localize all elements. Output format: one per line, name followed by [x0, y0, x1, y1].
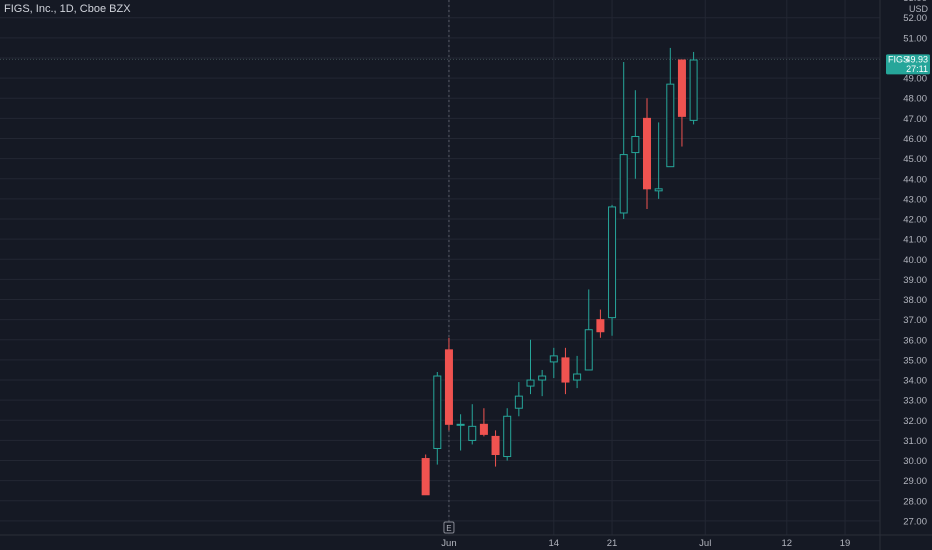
y-tick-label: 27.00 — [903, 516, 927, 527]
y-tick-label: 39.00 — [903, 275, 927, 286]
y-tick-label: 38.00 — [903, 295, 927, 306]
x-tick-label: 19 — [840, 538, 851, 549]
y-tick-label: 33.00 — [903, 396, 927, 407]
candle-body[interactable] — [643, 117, 651, 190]
y-tick-label: 43.00 — [903, 194, 927, 205]
candle-body[interactable] — [654, 188, 663, 192]
x-tick-label: Jul — [699, 538, 711, 549]
y-tick-label: 53.00 — [903, 0, 927, 4]
y-tick-label: 47.00 — [903, 114, 927, 125]
candle-body[interactable] — [526, 379, 535, 387]
y-tick-label: 34.00 — [903, 376, 927, 387]
candle-body[interactable] — [596, 319, 605, 333]
candle-body[interactable] — [677, 59, 686, 117]
y-tick-label: 42.00 — [903, 215, 927, 226]
y-tick-label: 49.00 — [903, 74, 927, 85]
y-tick-label: 36.00 — [903, 335, 927, 346]
y-tick-label: 29.00 — [903, 476, 927, 487]
earnings-marker[interactable] — [443, 521, 455, 534]
y-tick-label: 35.00 — [903, 355, 927, 366]
candle-body[interactable] — [573, 373, 582, 381]
y-tick-label: 31.00 — [903, 436, 927, 447]
candle-body[interactable] — [456, 423, 465, 426]
chart-title: FIGS, Inc., 1D, Cboe BZX — [4, 3, 131, 15]
price-tag-symbol: FIGS — [888, 54, 909, 64]
y-tick-label: 48.00 — [903, 94, 927, 105]
candle-body[interactable] — [491, 435, 500, 456]
y-tick-label: 45.00 — [903, 154, 927, 165]
x-tick-label: 21 — [607, 538, 618, 549]
price-tag-countdown: 27:11 — [906, 64, 928, 74]
candle-body[interactable] — [608, 206, 617, 319]
y-tick-label: 32.00 — [903, 416, 927, 427]
candle-body[interactable] — [561, 357, 570, 383]
candle-body[interactable] — [514, 395, 523, 409]
candle-body[interactable] — [619, 154, 628, 214]
candle-body[interactable] — [584, 329, 593, 371]
y-tick-label: 44.00 — [903, 174, 927, 185]
y-tick-label: 41.00 — [903, 235, 927, 246]
candle-body[interactable] — [503, 415, 512, 458]
y-tick-label: 30.00 — [903, 456, 927, 467]
y-tick-label: 28.00 — [903, 496, 927, 507]
x-tick-label: Jun — [441, 538, 456, 549]
currency-label: USD — [908, 4, 928, 14]
y-tick-label: 40.00 — [903, 255, 927, 266]
candle-body[interactable] — [666, 83, 675, 168]
price-tag-price: 49.93 — [905, 54, 928, 64]
candle-body[interactable] — [538, 375, 547, 381]
crosshair: E — [443, 0, 455, 534]
candle-body[interactable] — [433, 375, 442, 449]
price-tag-box — [886, 54, 930, 75]
y-tick-label: 37.00 — [903, 315, 927, 326]
candle-body[interactable] — [421, 458, 430, 496]
x-tick-label: 14 — [549, 538, 560, 549]
y-tick-label: 52.00 — [903, 13, 927, 24]
candle-body[interactable] — [479, 423, 488, 435]
candle-body[interactable] — [468, 425, 477, 441]
candle-body[interactable] — [689, 59, 698, 121]
candles[interactable] — [421, 47, 698, 496]
grid-lines — [0, 0, 880, 535]
price-axis[interactable]: 27.00 28.00 29.00 30.00 31.00 32.00 33.00 34.00… — [903, 0, 927, 527]
y-tick-label: 51.00 — [903, 33, 927, 44]
candle-body[interactable] — [549, 355, 558, 363]
candle-body[interactable] — [444, 349, 453, 425]
candle-body[interactable] — [631, 135, 640, 154]
x-tick-label: 12 — [782, 538, 793, 549]
time-axis[interactable]: Jun 14 21 Jul 12 19 — [441, 538, 850, 549]
earnings-marker-label: E — [446, 524, 451, 533]
y-tick-label: 46.00 — [903, 134, 927, 145]
